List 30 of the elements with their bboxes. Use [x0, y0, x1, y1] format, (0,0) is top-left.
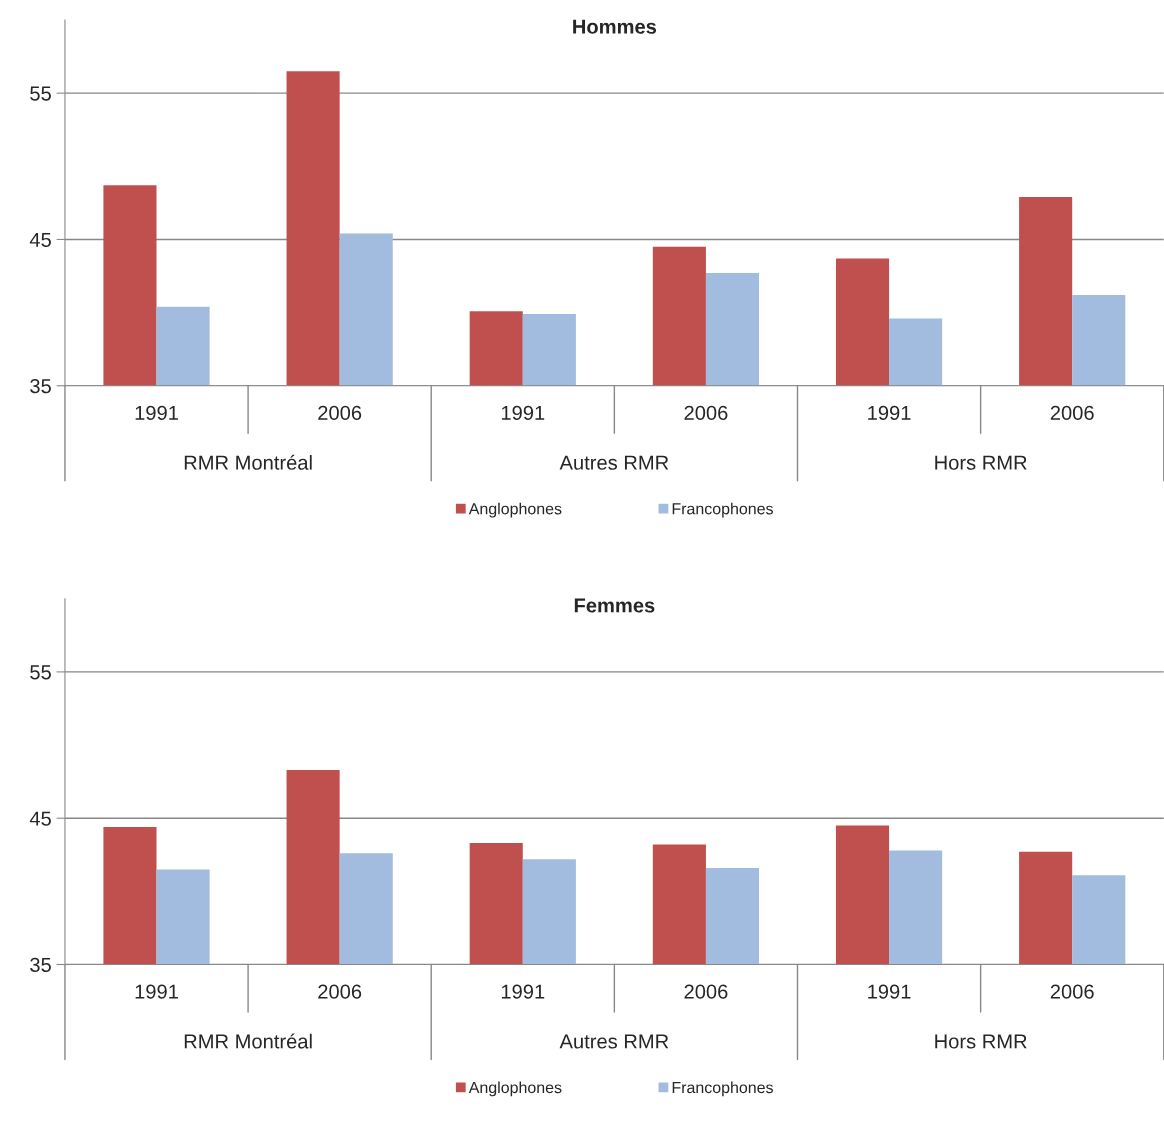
text: RMR Montréal — [184, 454, 312, 470]
x-tick-label: 2006 — [318, 405, 362, 420]
y-tick-label: 55 — [30, 86, 51, 101]
legend-label: Anglophones — [468, 502, 562, 518]
text: RMR Montréal — [184, 1033, 312, 1049]
y-tick-label: 45 — [29, 811, 51, 826]
chart-title: Femmes — [574, 598, 655, 613]
y-tick-label: 45 — [29, 232, 51, 247]
legend-label: Francophones — [672, 502, 773, 518]
text: Autres RMR — [559, 1034, 669, 1049]
y-tick-label: 35 — [30, 378, 51, 394]
legend-label: Francophones — [672, 1081, 773, 1097]
x-tick-label: 1991 — [135, 984, 178, 999]
x-tick-label: 1991 — [868, 984, 911, 999]
y-tick-label: 55 — [30, 665, 51, 680]
text: Hors RMR — [935, 1034, 1027, 1049]
x-tick-label: 2006 — [684, 984, 728, 999]
x-tick-label: 1991 — [868, 405, 911, 420]
legend-label: Anglophones — [468, 1081, 562, 1097]
x-tick-label: 2006 — [1050, 405, 1094, 420]
text: Autres RMR — [559, 455, 669, 470]
x-tick-label: 2006 — [1050, 984, 1094, 999]
y-tick-label: 35 — [30, 957, 51, 972]
x-tick-label: 1991 — [501, 405, 545, 420]
chart-title: Hommes — [573, 19, 657, 34]
x-tick-label: 2006 — [684, 405, 728, 420]
x-tick-label: 1991 — [501, 984, 545, 999]
x-tick-label: 1991 — [135, 405, 178, 420]
x-tick-label: 2006 — [318, 984, 362, 999]
text: Hors RMR — [935, 455, 1027, 470]
